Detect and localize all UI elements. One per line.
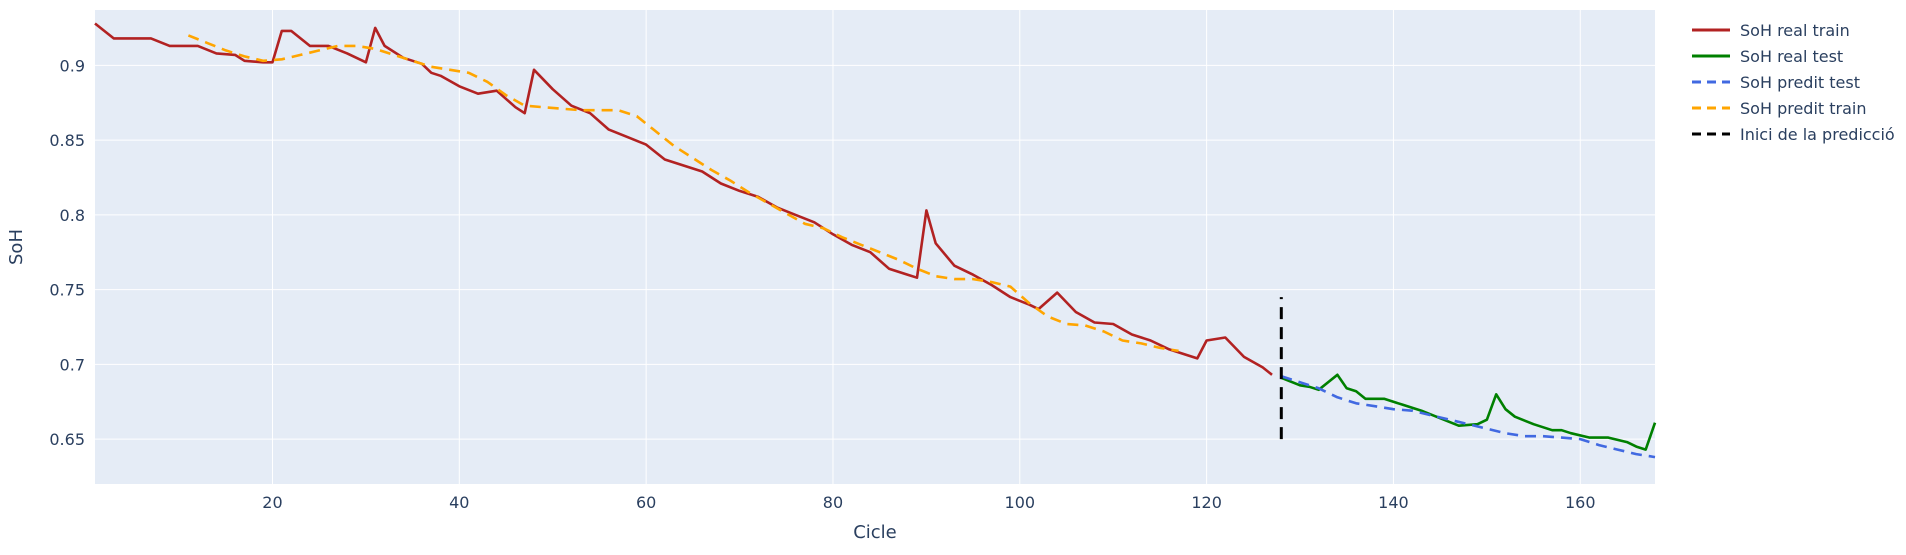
x-tick-label: 20 [262, 493, 282, 512]
series-line-soh-predit-test [1280, 375, 1656, 459]
x-tick-label: 40 [449, 493, 469, 512]
x-tick-label: 160 [1565, 493, 1596, 512]
legend-label: SoH real test [1740, 47, 1843, 66]
legend-item[interactable]: SoH predit test [1692, 73, 1860, 92]
y-tick-label: 0.85 [49, 131, 85, 150]
x-axis-title: Cicle [853, 522, 897, 543]
legend-item[interactable]: Inici de la predicció [1692, 125, 1895, 144]
legend-item[interactable]: SoH predit train [1692, 99, 1867, 118]
legend-label: SoH real train [1740, 21, 1850, 40]
legend-item[interactable]: SoH real test [1692, 47, 1843, 66]
legend-label: SoH predit train [1740, 99, 1867, 118]
grid-lines [95, 10, 1655, 484]
series-layer [94, 22, 1657, 459]
legend-label: Inici de la predicció [1740, 125, 1895, 144]
legend[interactable]: SoH real train SoH real test SoH predit te… [1692, 21, 1895, 144]
series-line-soh-real-train [94, 22, 1273, 376]
y-tick-label: 0.7 [60, 355, 85, 374]
x-tick-label: 60 [636, 493, 656, 512]
y-tick-label: 0.8 [60, 206, 85, 225]
y-axis-title: SoH [6, 229, 27, 265]
y-tick-label: 0.65 [49, 430, 85, 449]
y-axis-ticks: 0.65 0.7 0.75 0.8 0.85 0.9 [49, 56, 85, 449]
x-tick-label: 80 [823, 493, 843, 512]
x-tick-label: 140 [1378, 493, 1409, 512]
x-tick-label: 120 [1191, 493, 1222, 512]
x-tick-label: 100 [1005, 493, 1036, 512]
series-line-soh-real-test [1280, 373, 1657, 451]
x-axis-ticks: 20 40 60 80 100 120 140 160 [262, 493, 1595, 512]
y-tick-label: 0.75 [49, 281, 85, 300]
series-line-soh-predit-train [187, 34, 1179, 353]
legend-item[interactable]: SoH real train [1692, 21, 1850, 40]
y-tick-label: 0.9 [60, 56, 85, 75]
plot-background [95, 10, 1655, 484]
legend-label: SoH predit test [1740, 73, 1860, 92]
